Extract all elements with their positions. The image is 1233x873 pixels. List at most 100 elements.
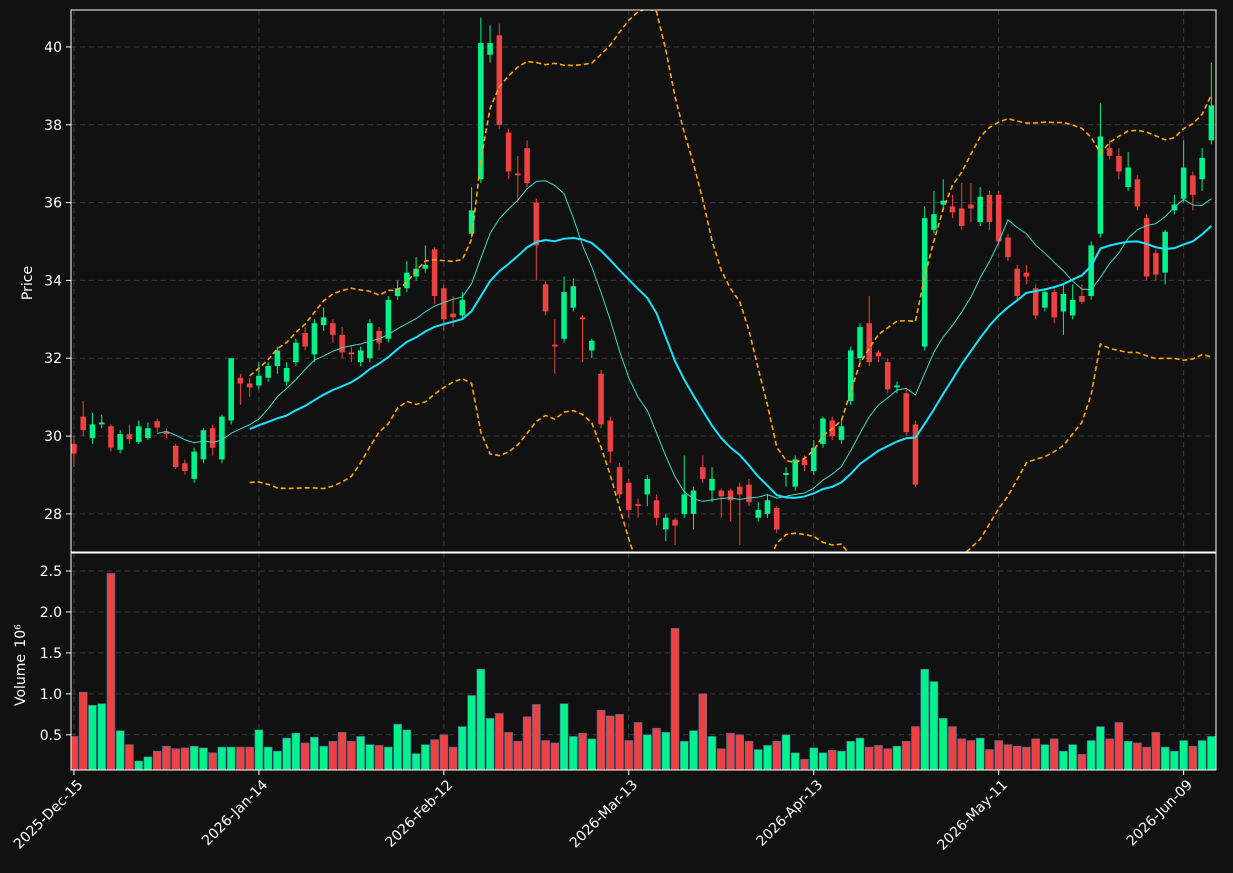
volume-bar [615, 714, 624, 770]
candle-body [394, 288, 401, 296]
candle-body [311, 323, 318, 355]
volume-bar [217, 746, 227, 770]
price-frame [70, 9, 1217, 553]
candle-body [1014, 268, 1020, 296]
candle-body [1116, 155, 1122, 172]
moving-average [157, 180, 1212, 502]
y-tick-label: 28 [44, 507, 62, 523]
candle-body [219, 416, 225, 460]
candle-body [616, 467, 623, 495]
candle-body [783, 473, 789, 475]
candle-body [644, 478, 651, 495]
volume-bar [1077, 754, 1087, 770]
volume-bar [864, 746, 874, 770]
volume-bar [837, 750, 846, 770]
volume-bar [189, 745, 199, 770]
candle-body [71, 443, 77, 454]
volume-bar [115, 730, 125, 770]
volume-bar [522, 716, 532, 770]
candle-body [89, 424, 96, 438]
candle-body [1143, 218, 1150, 277]
volume-bar [892, 745, 902, 770]
y-tick-label: 40 [44, 40, 62, 56]
candle-body [1208, 105, 1215, 141]
candle-body [1180, 167, 1187, 199]
volume-bar [633, 722, 643, 770]
candle-body [589, 340, 595, 351]
candle-body [940, 200, 946, 205]
candle-body [228, 358, 234, 421]
volume-bar [365, 744, 375, 770]
volume-panel [71, 573, 1216, 770]
candle-body [949, 206, 956, 213]
candle-body [256, 375, 262, 386]
volume-bar [236, 746, 245, 770]
volume-bar [624, 740, 634, 770]
candle-body [496, 35, 503, 125]
volume-bar [911, 726, 920, 770]
volume-bar [1096, 726, 1105, 770]
candle-body [700, 467, 706, 479]
volume-bar [800, 759, 809, 770]
candle-body [1005, 237, 1011, 258]
candle-body [847, 350, 854, 402]
candle-body [552, 344, 558, 347]
y-tick-label: 36 [44, 196, 62, 212]
candle-body [1134, 179, 1141, 207]
volume-bar [485, 718, 495, 770]
volume-bar [1031, 738, 1040, 770]
volume-bar [356, 736, 365, 770]
candle-body [672, 519, 678, 526]
volume-tick-label: 1.5 [40, 646, 62, 662]
volume-bar [208, 752, 217, 770]
candle-body [274, 350, 281, 367]
volume-bar [753, 749, 763, 770]
price-panel [71, 10, 1215, 552]
candle-body [246, 383, 253, 388]
volume-bar [716, 748, 726, 770]
volume-bar [1003, 744, 1013, 770]
candle-body [746, 484, 752, 503]
volume-bar [319, 745, 328, 770]
volume-bar [652, 727, 661, 770]
candle-body [422, 264, 429, 269]
volume-bar [559, 703, 569, 770]
candle-body [773, 508, 780, 530]
candle-body [912, 424, 919, 485]
volume-bar [245, 746, 254, 770]
candle-body [487, 43, 493, 55]
volume-bar [938, 718, 948, 770]
bollinger-upper [249, 10, 1213, 464]
candle-body [838, 426, 845, 440]
candle-body [98, 422, 105, 425]
candle-body [348, 352, 355, 355]
volume-bar [698, 693, 708, 770]
candle-body [1032, 288, 1039, 316]
volume-bar [273, 750, 282, 770]
volume-tick-label: 2.5 [40, 564, 62, 580]
moving-average [249, 225, 1213, 499]
candle-body [320, 317, 327, 326]
volume-bar [1049, 738, 1059, 770]
candle-body [903, 393, 909, 433]
candle-body [681, 494, 688, 514]
candle-body [727, 490, 734, 501]
candle-body [367, 323, 373, 359]
candle-body [570, 286, 577, 308]
volume-tick-label: 2.0 [40, 605, 62, 621]
candle-body [958, 208, 965, 226]
candle-body [736, 486, 743, 495]
candle-body [598, 373, 604, 425]
candle-body [385, 299, 392, 339]
candle-body [866, 323, 873, 363]
candle-body [505, 132, 512, 172]
volume-bar [781, 734, 791, 770]
volume-bar [1151, 732, 1161, 770]
candle-body [579, 317, 586, 320]
volume-bar [134, 760, 143, 770]
candle-body [339, 334, 345, 353]
volume-tick-label: 0.5 [40, 728, 62, 744]
volume-bar [263, 746, 273, 770]
y-axis-label: Price [20, 266, 36, 300]
volume-bar [291, 732, 301, 770]
